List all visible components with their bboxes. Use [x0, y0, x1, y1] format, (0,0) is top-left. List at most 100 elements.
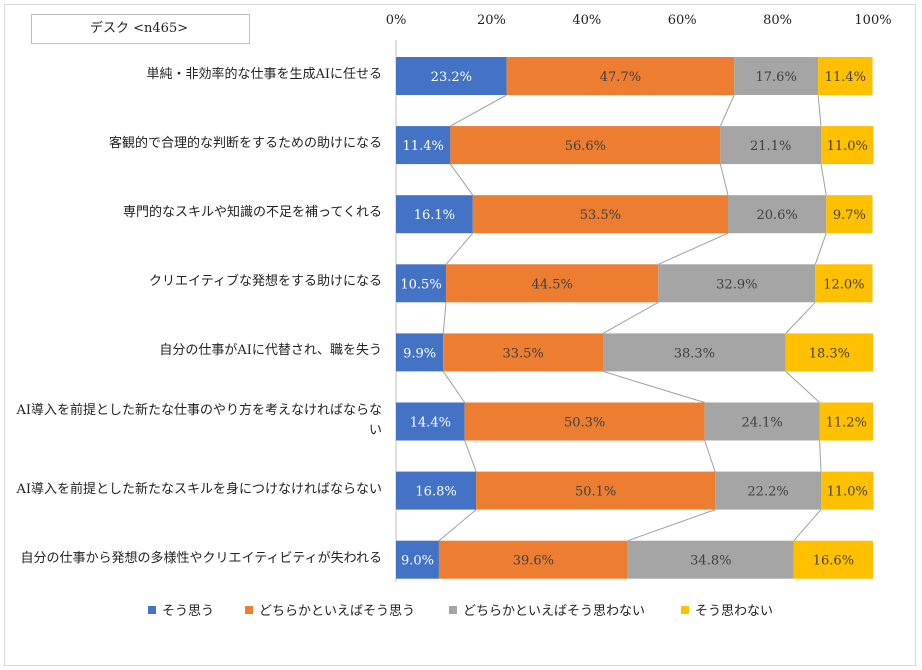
series-connector-line	[442, 302, 447, 334]
series-connector-line	[819, 440, 822, 472]
data-label: 11.0%	[827, 139, 868, 154]
legend-swatch	[681, 606, 689, 614]
bar-segment	[450, 126, 721, 165]
bar-segment	[443, 333, 604, 372]
series-connector-line	[442, 371, 466, 403]
data-label: 11.0%	[827, 485, 868, 500]
data-label: 11.4%	[825, 70, 866, 85]
bar-segment	[438, 540, 628, 579]
legend-item: どちらかといえばそう思う	[245, 602, 415, 622]
legend-swatch	[148, 606, 156, 614]
series-connector-line	[602, 301, 659, 334]
series-connector-line	[719, 163, 729, 196]
bar-segment	[396, 126, 451, 165]
bar-segment	[603, 333, 786, 372]
category-label: 単純・非効率的な仕事を生成AIに任せる	[146, 67, 382, 82]
chart-title: デスク <n465>	[31, 14, 250, 44]
bar-segment	[821, 471, 874, 510]
data-label: 14.4%	[410, 416, 451, 431]
data-label: 11.4%	[403, 139, 444, 154]
series-connector-line	[704, 440, 716, 472]
data-label: 18.3%	[809, 346, 850, 361]
category-label: 専門的なスキルや知識の不足を補ってくれる	[123, 205, 382, 221]
category-label: 自分の仕事から発想の多様性やクリエイティビティが失われる	[20, 550, 382, 566]
legend-swatch	[449, 606, 457, 614]
bar-segment	[464, 402, 705, 441]
series-connector-line	[464, 440, 477, 472]
x-tick-label: 0%	[386, 13, 407, 28]
bar-segment	[396, 471, 477, 510]
series-connector-line	[658, 232, 729, 265]
data-label: 20.6%	[756, 208, 797, 223]
bar-segment	[826, 195, 873, 234]
data-label: 21.1%	[750, 139, 791, 154]
data-label: 22.2%	[747, 485, 788, 500]
bar-segment	[396, 402, 465, 441]
legend: そう思う どちらかといえばそう思う どちらかといえばそう思わない そう思わない	[0, 602, 922, 622]
category-label: AI導入を前提とした新たな仕事のやり方を考えなければならない	[16, 402, 382, 438]
data-label: 9.0%	[401, 554, 434, 569]
data-label: 32.9%	[716, 277, 757, 292]
bar-segment	[658, 264, 816, 303]
category-label: AI導入を前提とした新たなスキルを身につけなければならない	[16, 481, 382, 497]
legend-label: そう思わない	[695, 604, 774, 619]
data-label: 16.1%	[414, 208, 455, 223]
legend-item: そう思わない	[681, 602, 773, 622]
series-connector-line	[793, 509, 822, 542]
bar-segment	[472, 195, 728, 234]
bar-segment	[727, 195, 827, 234]
bar-segment	[396, 540, 439, 579]
legend-label: そう思う	[162, 604, 215, 619]
data-label: 50.3%	[564, 416, 605, 431]
series-connector-line	[817, 94, 822, 127]
bar-segment	[819, 402, 873, 441]
data-label: 56.6%	[565, 139, 606, 154]
bar-segment	[715, 471, 822, 510]
bar-segment	[815, 264, 873, 303]
data-label: 16.6%	[813, 554, 854, 569]
data-label: 12.0%	[823, 277, 864, 292]
series-connector-line	[627, 509, 716, 542]
data-label: 11.2%	[826, 416, 867, 431]
series-connector-line	[820, 164, 827, 196]
data-label: 9.7%	[833, 208, 866, 223]
data-label: 9.9%	[403, 346, 436, 361]
series-connector-line	[445, 232, 474, 265]
legend-item: どちらかといえばそう思わない	[449, 602, 645, 622]
series-connector-line	[785, 301, 816, 334]
series-connector-line	[438, 509, 477, 542]
series-connector-line	[785, 371, 820, 403]
data-label: 34.8%	[690, 554, 731, 569]
legend-label: どちらかといえばそう思わない	[463, 604, 646, 619]
series-connector-line	[450, 94, 507, 127]
bar-segment	[793, 540, 873, 579]
bar-segment	[704, 402, 820, 441]
data-label: 50.1%	[575, 485, 616, 500]
data-label: 24.1%	[741, 416, 782, 431]
x-tick-label: 80%	[763, 13, 792, 28]
bar-segment	[627, 540, 794, 579]
bar-segment	[396, 264, 447, 303]
category-label: 客観的で合理的な判断をするための助けになる	[108, 136, 382, 152]
series-connector-line	[719, 94, 735, 127]
series-connector-line	[449, 163, 474, 196]
data-label: 17.6%	[756, 70, 797, 85]
series-connector-line	[602, 370, 705, 403]
bar-segment	[396, 195, 473, 234]
bar-segment	[818, 57, 873, 95]
bar-segment	[506, 57, 735, 95]
bar-segment	[720, 126, 822, 165]
bar-segment	[396, 333, 444, 372]
series-connector-line	[814, 233, 827, 265]
x-tick-label: 20%	[477, 13, 506, 28]
bar-segment	[396, 57, 507, 95]
data-label: 39.6%	[513, 554, 554, 569]
data-label: 44.5%	[532, 277, 573, 292]
bar-segment	[734, 57, 819, 95]
x-tick-label: 100%	[854, 13, 891, 28]
data-label: 33.5%	[502, 346, 543, 361]
x-tick-label: 60%	[668, 13, 697, 28]
data-label: 23.2%	[431, 70, 472, 85]
category-label: クリエイティブな発想をする助けになる	[149, 274, 382, 290]
